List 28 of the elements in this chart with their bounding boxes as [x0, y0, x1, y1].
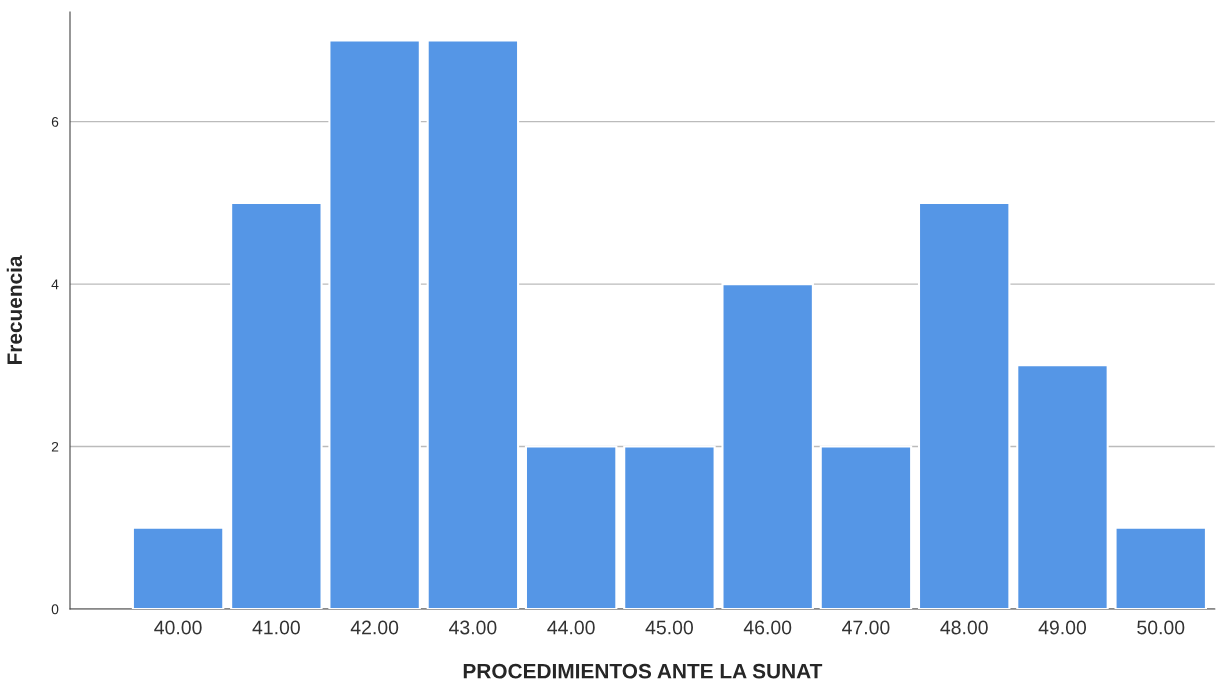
x-tick-label: 42.00 — [350, 620, 399, 635]
x-tick-label: 49.00 — [1038, 620, 1087, 635]
x-tick-label: 48.00 — [940, 620, 988, 635]
x-tick-label: 45.00 — [645, 620, 693, 635]
x-tick-label: 41.00 — [252, 620, 300, 635]
x-tick-label: 44.00 — [547, 620, 595, 635]
bar — [917, 201, 1011, 609]
bar — [1114, 526, 1207, 609]
x-tick-label: 50.00 — [1137, 620, 1185, 635]
x-tick-label: 43.00 — [449, 620, 497, 635]
bar — [131, 526, 225, 609]
y-axis-title: Frecuencia — [6, 255, 23, 365]
bar — [426, 39, 520, 609]
bar — [819, 445, 913, 609]
y-tick-label: 4 — [51, 279, 59, 290]
x-axis-title: PROCEDIMIENTOS ANTE LA SUNAT — [463, 663, 823, 679]
y-tick-label: 6 — [51, 116, 59, 127]
bar — [1016, 364, 1109, 609]
y-tick-label: 2 — [51, 441, 59, 452]
bar — [721, 283, 814, 609]
bar — [623, 445, 716, 609]
bar — [328, 39, 421, 609]
x-tick-label: 40.00 — [154, 620, 202, 635]
x-tick-label: 46.00 — [743, 620, 792, 635]
bar — [230, 201, 323, 609]
y-tick-label: 0 — [51, 604, 59, 615]
bar — [524, 445, 618, 609]
x-tick-label: 47.00 — [842, 620, 890, 635]
